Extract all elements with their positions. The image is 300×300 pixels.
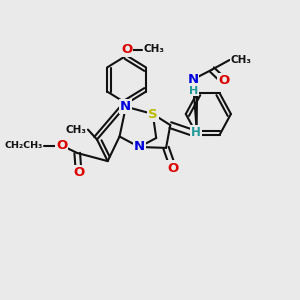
Text: S: S	[148, 107, 158, 121]
Text: O: O	[121, 43, 132, 56]
Text: N: N	[187, 73, 198, 86]
Text: N: N	[120, 100, 131, 113]
Text: CH₃: CH₃	[66, 124, 87, 135]
Text: CH₂CH₃: CH₂CH₃	[4, 141, 43, 150]
Text: O: O	[56, 139, 68, 152]
Text: H: H	[191, 126, 201, 139]
Text: N: N	[134, 140, 145, 154]
Text: CH₃: CH₃	[231, 55, 252, 65]
Text: CH₃: CH₃	[143, 44, 164, 55]
Text: O: O	[167, 161, 179, 175]
Text: O: O	[73, 166, 84, 179]
Text: H: H	[189, 86, 198, 96]
Text: O: O	[218, 74, 230, 88]
